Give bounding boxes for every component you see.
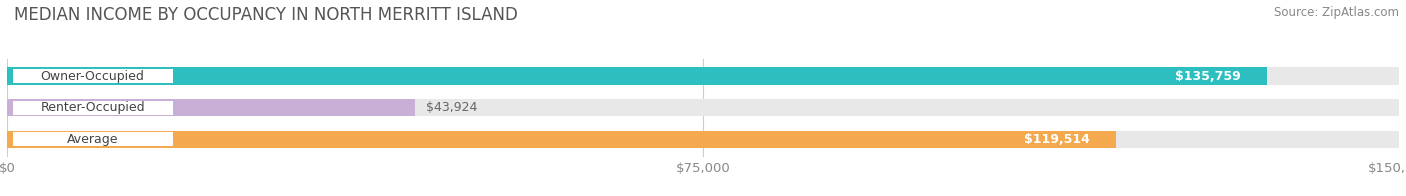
Bar	[1156, 70, 1260, 83]
Bar	[13, 101, 173, 115]
Bar	[7, 99, 415, 116]
Text: MEDIAN INCOME BY OCCUPANCY IN NORTH MERRITT ISLAND: MEDIAN INCOME BY OCCUPANCY IN NORTH MERR…	[14, 6, 517, 24]
Text: Average: Average	[67, 133, 118, 146]
Bar	[7, 131, 1116, 148]
Text: Renter-Occupied: Renter-Occupied	[41, 101, 145, 114]
Text: $135,759: $135,759	[1175, 70, 1240, 83]
Text: Owner-Occupied: Owner-Occupied	[41, 70, 145, 83]
Bar	[7, 99, 1399, 116]
Text: Source: ZipAtlas.com: Source: ZipAtlas.com	[1274, 6, 1399, 19]
Bar	[7, 131, 1399, 148]
Text: $43,924: $43,924	[426, 101, 477, 114]
Bar	[1005, 133, 1109, 146]
Bar	[13, 132, 173, 146]
Text: $119,514: $119,514	[1024, 133, 1090, 146]
Bar	[7, 67, 1267, 85]
Bar	[13, 69, 173, 83]
Bar	[7, 67, 1399, 85]
